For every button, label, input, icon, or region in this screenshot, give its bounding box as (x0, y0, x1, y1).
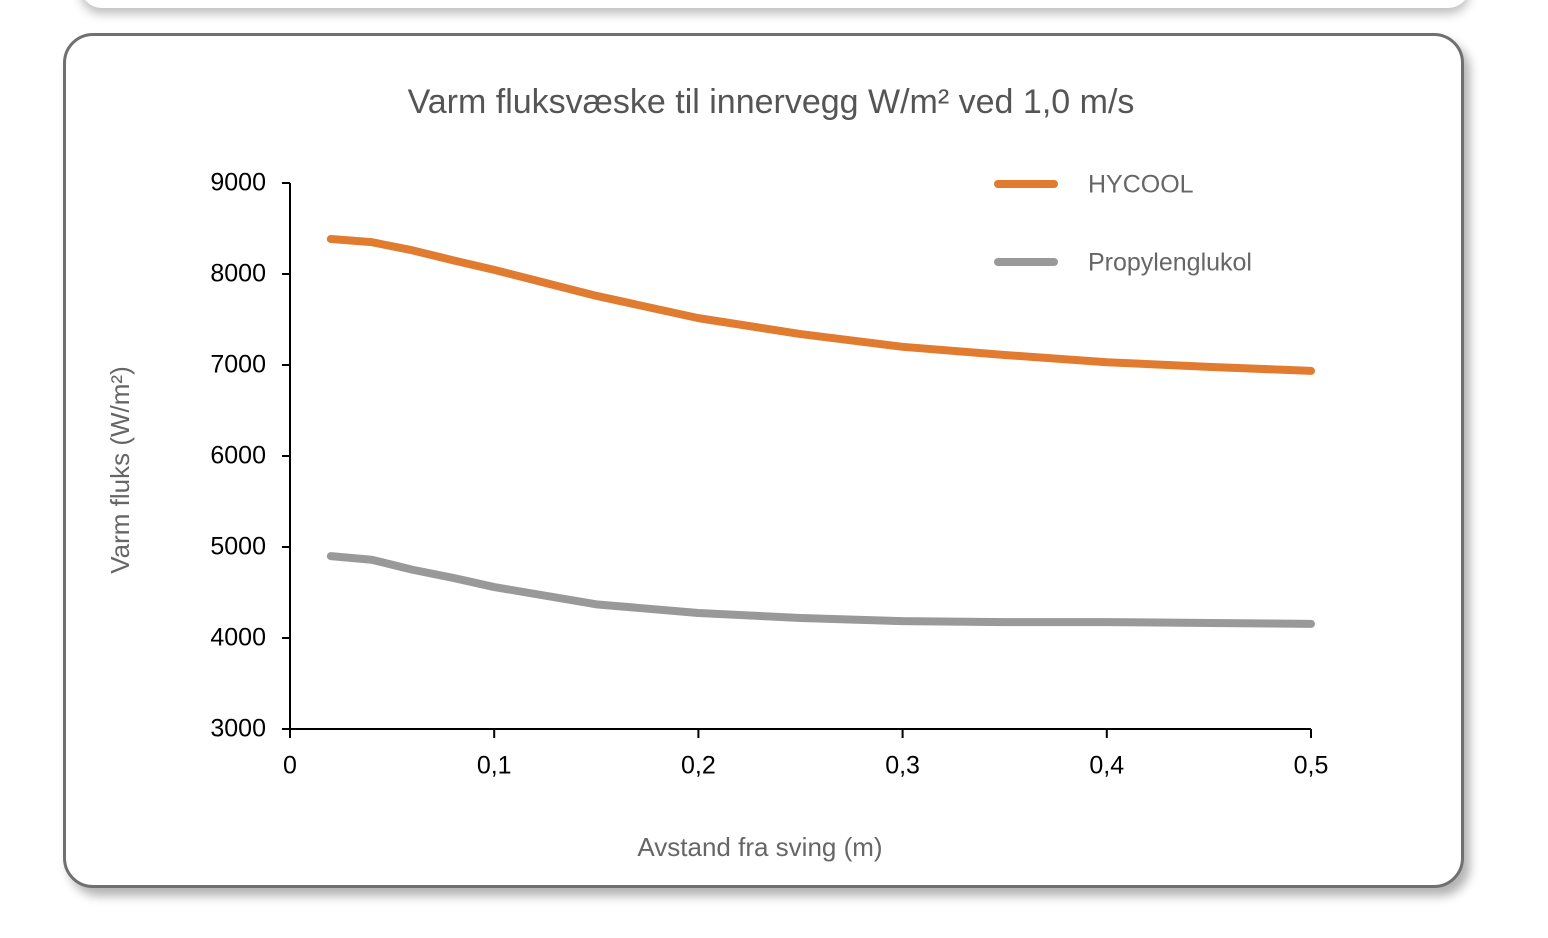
y-tick-label: 5000 (210, 533, 266, 561)
x-tick-label: 0,2 (681, 752, 716, 780)
y-tick-label: 8000 (210, 260, 266, 288)
series-line (326, 234, 1315, 375)
y-tick-label: 7000 (210, 351, 266, 379)
y-tick-label: 6000 (210, 442, 266, 470)
y-tick-label: 4000 (210, 624, 266, 652)
x-tick-label: 0,4 (1089, 752, 1124, 780)
y-tick-label: 3000 (210, 715, 266, 743)
series-line (326, 552, 1315, 628)
chart-title: Varm fluksvæske til innervegg W/m² ved 1… (408, 83, 1135, 121)
legend-label: HYCOOL (1088, 171, 1194, 199)
card-above (80, 0, 1470, 8)
x-tick-label: 0,3 (885, 752, 920, 780)
chart-card (63, 33, 1464, 888)
y-axis-label: Varm fluks (W/m²) (105, 366, 135, 574)
x-tick-label: 0,5 (1294, 752, 1329, 780)
x-tick-label: 0 (283, 752, 297, 780)
x-axis-label: Avstand fra sving (m) (637, 832, 882, 862)
y-tick-label: 9000 (210, 169, 266, 197)
x-tick-label: 0,1 (477, 752, 512, 780)
legend-label: Propylenglukol (1088, 249, 1252, 277)
